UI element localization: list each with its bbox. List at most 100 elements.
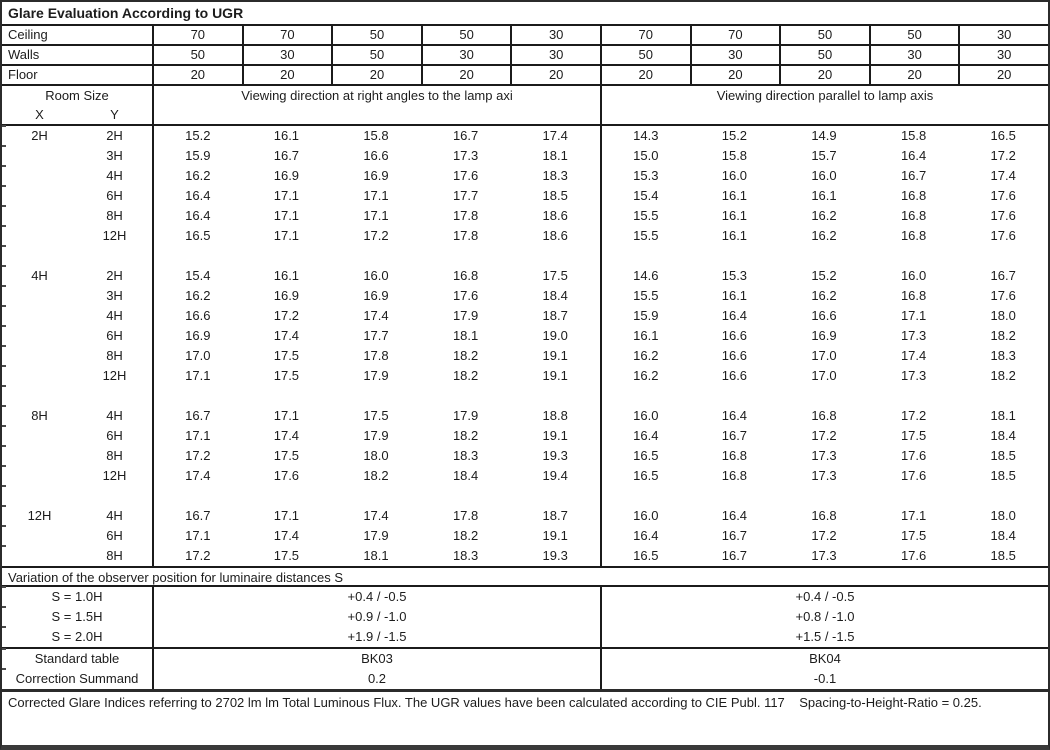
ugr-value-cell: 17.4	[363, 508, 389, 523]
ugr-value-cell: 17.2	[152, 546, 242, 566]
footer-note: Corrected Glare Indices referring to 270…	[2, 689, 1048, 745]
ugr-value-cell: 16.0	[721, 168, 748, 183]
surface-value-cell: 50	[779, 46, 869, 64]
ugr-value-cell: 17.7	[363, 328, 389, 343]
spacer-row	[2, 385, 1048, 406]
surface-value-cell: 70	[689, 26, 780, 44]
empty-cell	[869, 486, 959, 506]
ugr-value-cell: 17.9	[363, 428, 389, 443]
room-y-label: 2H	[106, 268, 123, 283]
empty-cell	[77, 246, 152, 266]
ugr-value-cell: 16.7	[900, 168, 927, 183]
surface-value-cell: 30	[510, 26, 600, 44]
ugr-value-cell: 16.7	[721, 428, 748, 443]
ugr-value-cell: 17.5	[900, 428, 927, 443]
variation-table: S = 1.0H +0.4 / -0.5 +0.4 / -0.5 S = 1.5H +0…	[2, 586, 1048, 647]
ugr-value-cell: 16.2	[811, 228, 837, 243]
ugr-value-cell: 17.5	[542, 268, 568, 283]
ugr-table-row: 4H 2H 15.4 16.1 16.0 16.8 17.5 14.6 15.3 15.2 16.0…	[2, 265, 1048, 286]
ugr-value-cell: 17.4	[273, 328, 300, 343]
surface-row: Ceiling 70 70 50 50 30 70 70 50 50 30	[2, 26, 1048, 46]
ugr-table-row: 8H 17.2 17.5 18.1 18.3 19.3 16.5 16.7 17.3 17.6 18…	[2, 545, 1048, 566]
ugr-values-table: 2H 2H 15.2 16.1 15.8 16.7 17.4 14.3 15.2 14.9 15.8…	[2, 125, 1048, 566]
room-x-label	[2, 426, 77, 446]
room-x-label	[2, 226, 77, 246]
ugr-value-cell: 18.7	[542, 508, 568, 523]
ugr-value-cell: 15.4	[599, 186, 690, 206]
ugr-value-cell: 15.9	[152, 146, 242, 166]
variation-value-right: +0.8 / -1.0	[600, 607, 1048, 627]
ugr-value-cell: 17.5	[273, 368, 300, 383]
ugr-value-cell: 16.4	[721, 308, 748, 323]
room-y-label: 4H	[106, 308, 123, 323]
ugr-value-cell: 16.8	[721, 468, 748, 483]
room-x-label: 8H	[31, 408, 48, 423]
ugr-value-cell: 18.3	[452, 548, 479, 563]
x-axis-label: X	[35, 107, 44, 122]
ugr-value-cell: 16.2	[152, 286, 242, 306]
ugr-value-cell: 16.6	[721, 348, 748, 363]
surface-value-cell: 50	[331, 26, 421, 44]
ugr-value-cell: 16.8	[721, 448, 748, 463]
ugr-value-cell: 18.5	[990, 548, 1016, 563]
ugr-value-cell: 17.1	[152, 526, 242, 546]
ugr-value-cell: 16.1	[811, 188, 837, 203]
ugr-table-row: 6H 16.9 17.4 17.7 18.1 19.0 16.1 16.6 16.9 17.3 18…	[2, 325, 1048, 346]
ugr-value-cell: 16.6	[721, 368, 748, 383]
ugr-value-cell: 19.1	[542, 428, 568, 443]
room-y-label: 3H	[106, 288, 123, 303]
empty-cell	[152, 246, 242, 266]
ugr-value-cell: 16.2	[152, 166, 242, 186]
ugr-value-cell: 16.9	[811, 328, 837, 343]
ugr-value-cell: 18.6	[542, 208, 568, 223]
spacer-row	[2, 245, 1048, 266]
ugr-value-cell: 17.6	[990, 288, 1016, 303]
empty-cell	[242, 386, 332, 406]
surface-value-cell: 20	[868, 66, 959, 84]
empty-cell	[2, 386, 77, 406]
ugr-value-cell: 17.1	[273, 408, 300, 423]
empty-cell	[599, 246, 690, 266]
empty-cell	[779, 486, 869, 506]
ugr-value-cell: 17.6	[990, 208, 1016, 223]
ugr-value-cell: 17.6	[900, 468, 927, 483]
ugr-value-cell: 17.3	[900, 368, 927, 383]
ugr-table-row: 6H 16.4 17.1 17.1 17.7 18.5 15.4 16.1 16.1 16.8 17…	[2, 185, 1048, 206]
ugr-value-cell: 15.8	[900, 128, 927, 143]
summary-value-left: BK03	[152, 649, 600, 669]
ugr-value-cell: 15.2	[811, 268, 837, 283]
ugr-value-cell: 17.8	[363, 348, 389, 363]
surface-value-cell: 20	[420, 66, 511, 84]
summary-value-left: 0.2	[152, 669, 600, 689]
room-x-label	[2, 526, 77, 546]
room-y-label: 4H	[106, 168, 123, 183]
variation-section-title: Variation of the observer position for l…	[2, 566, 1048, 587]
ugr-value-cell: 17.5	[273, 448, 300, 463]
summary-value-right: -0.1	[600, 669, 1048, 689]
spacer-row	[2, 485, 1048, 506]
room-y-label: 6H	[106, 188, 123, 203]
ugr-value-cell: 14.9	[811, 128, 837, 143]
surface-row: Floor 20 20 20 20 20 20 20 20 20 20	[2, 66, 1048, 86]
ugr-value-cell: 16.8	[900, 228, 927, 243]
ugr-table-row: 12H 17.4 17.6 18.2 18.4 19.4 16.5 16.8 17.3 17.6 1…	[2, 465, 1048, 486]
ugr-value-cell: 16.6	[363, 148, 389, 163]
ugr-value-cell: 17.6	[452, 288, 479, 303]
ugr-value-cell: 17.6	[990, 228, 1016, 243]
column-header-row: Room Size X Y Viewing direction at right…	[2, 86, 1048, 126]
surface-value-cell: 50	[868, 26, 959, 44]
room-y-label: 8H	[106, 448, 123, 463]
empty-cell	[599, 486, 690, 506]
summary-value-right: BK04	[600, 649, 1048, 669]
variation-value-right: +1.5 / -1.5	[600, 627, 1048, 647]
spacing-label: S = 1.0H	[51, 589, 103, 604]
surface-value-cell: 70	[152, 26, 242, 44]
ugr-value-cell: 15.8	[721, 148, 748, 163]
ugr-value-cell: 17.1	[363, 188, 389, 203]
ugr-value-cell: 17.4	[273, 528, 300, 543]
surface-value-cell: 20	[241, 66, 332, 84]
ugr-value-cell: 17.9	[452, 308, 479, 323]
room-x-label: 4H	[31, 268, 48, 283]
ugr-value-cell: 16.5	[599, 446, 690, 466]
